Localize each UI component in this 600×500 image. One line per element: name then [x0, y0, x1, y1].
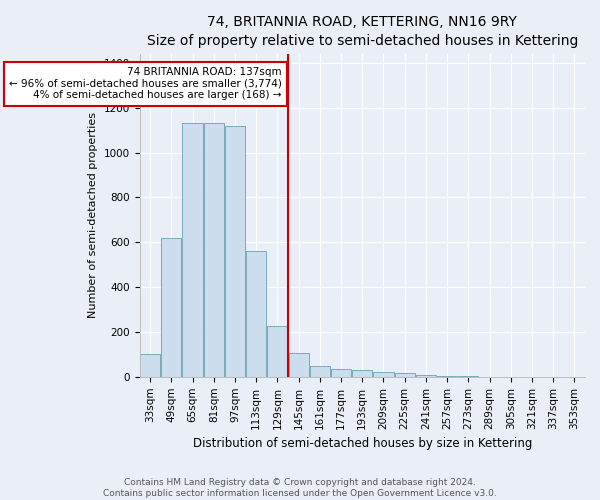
- Text: Contains HM Land Registry data © Crown copyright and database right 2024.
Contai: Contains HM Land Registry data © Crown c…: [103, 478, 497, 498]
- Bar: [395, 374, 415, 377]
- Y-axis label: Number of semi-detached properties: Number of semi-detached properties: [88, 112, 98, 318]
- Bar: [225, 126, 245, 377]
- Bar: [416, 375, 436, 377]
- X-axis label: Distribution of semi-detached houses by size in Kettering: Distribution of semi-detached houses by …: [193, 437, 532, 450]
- Bar: [203, 124, 224, 377]
- Bar: [140, 354, 160, 377]
- Bar: [289, 354, 308, 377]
- Bar: [373, 372, 394, 377]
- Bar: [182, 124, 203, 377]
- Bar: [310, 366, 330, 377]
- Bar: [268, 326, 287, 377]
- Bar: [331, 369, 351, 377]
- Text: 74 BRITANNIA ROAD: 137sqm
← 96% of semi-detached houses are smaller (3,774)
4% o: 74 BRITANNIA ROAD: 137sqm ← 96% of semi-…: [9, 68, 281, 100]
- Bar: [352, 370, 373, 377]
- Title: 74, BRITANNIA ROAD, KETTERING, NN16 9RY
Size of property relative to semi-detach: 74, BRITANNIA ROAD, KETTERING, NN16 9RY …: [146, 15, 578, 48]
- Bar: [246, 251, 266, 377]
- Bar: [161, 238, 181, 377]
- Bar: [437, 376, 457, 377]
